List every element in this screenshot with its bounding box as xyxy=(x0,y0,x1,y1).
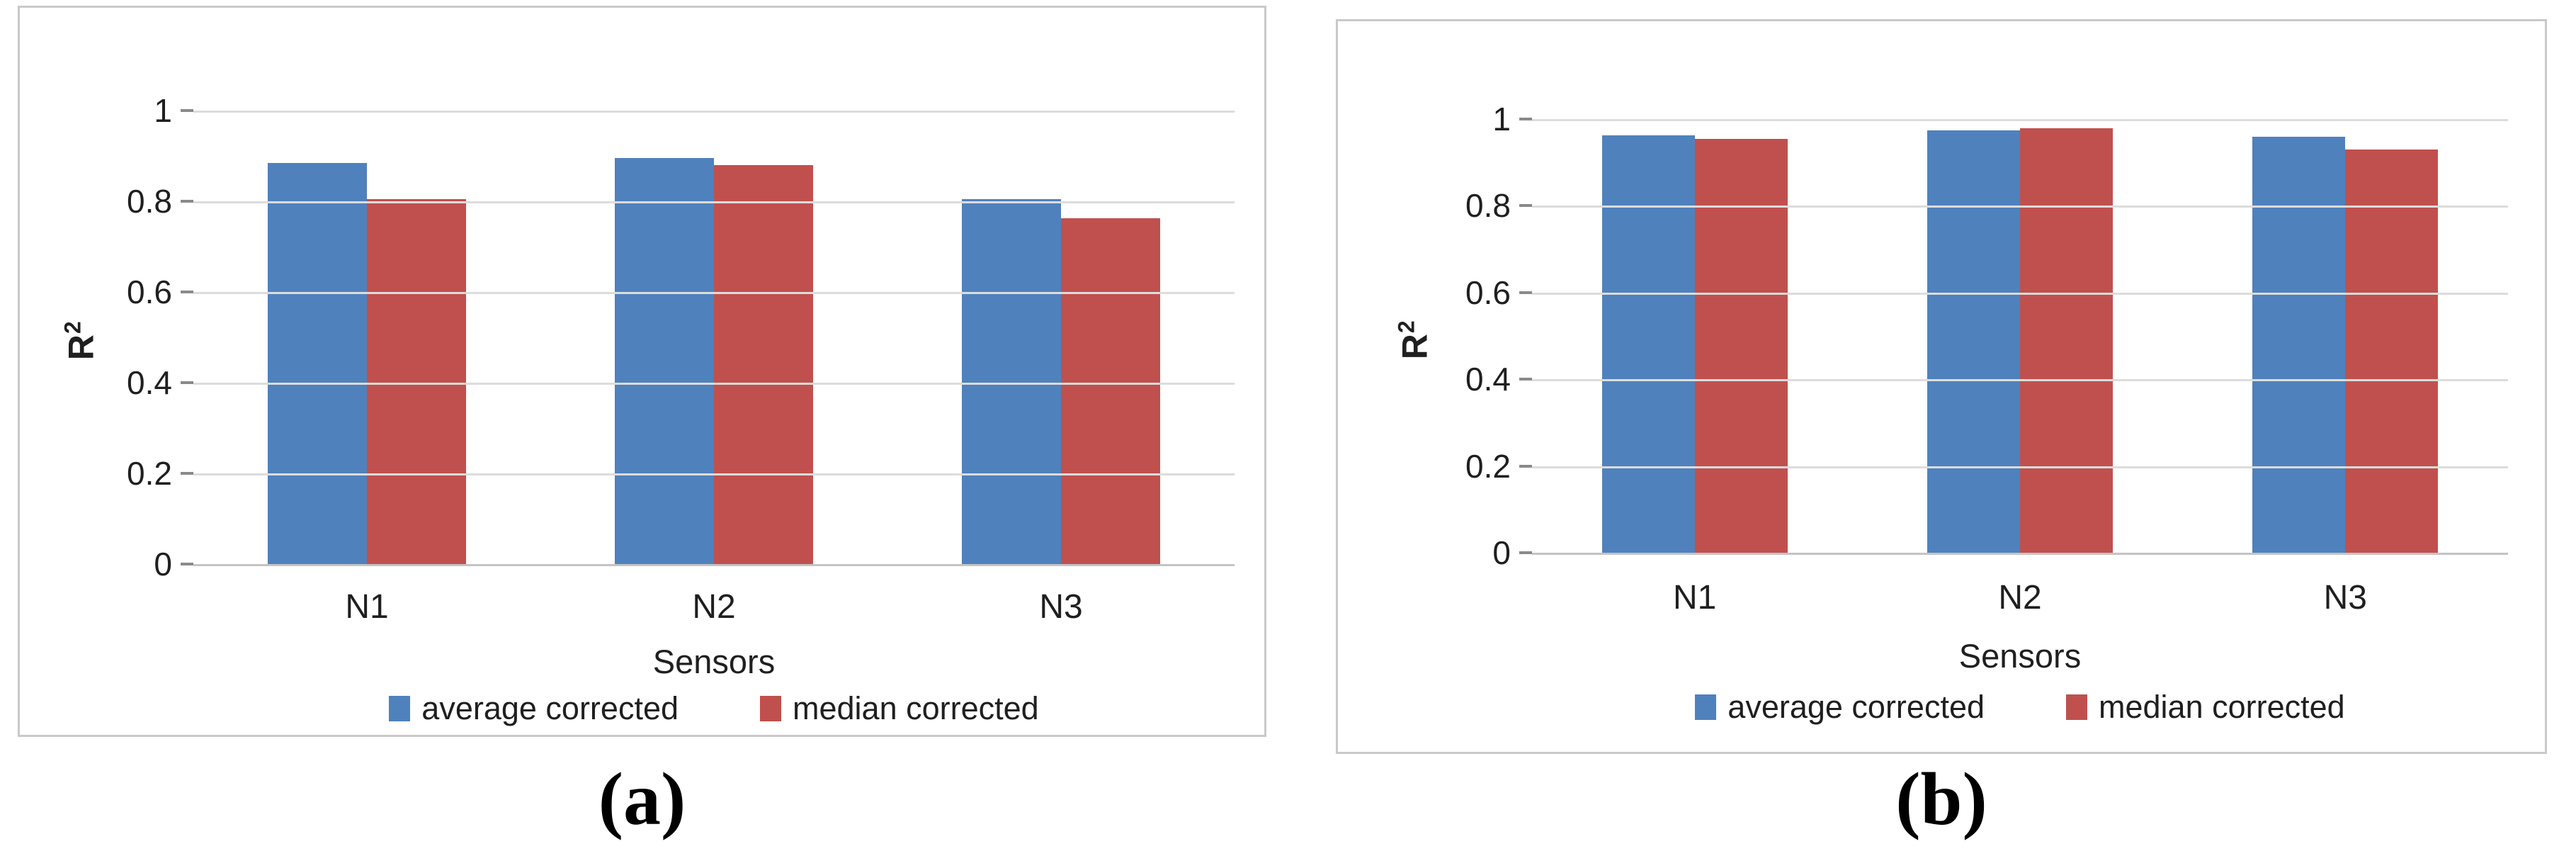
y-tick-label: 0 xyxy=(1492,534,1511,571)
y-axis-title-sup: 2 xyxy=(1393,320,1419,334)
y-axis-title: R2 xyxy=(60,320,102,360)
y-tick-label: 0.8 xyxy=(1465,187,1511,225)
y-tick-mark xyxy=(181,109,193,112)
y-tick-label: 0.4 xyxy=(127,364,172,401)
gridline-y-1 xyxy=(193,111,1235,113)
legend-item-median-corrected: median corrected xyxy=(760,690,1039,727)
gridline-y-0.6 xyxy=(193,292,1235,294)
bar-average-corrected-n3 xyxy=(2252,137,2346,553)
y-tick-label: 0.2 xyxy=(127,455,172,492)
y-tick-label: 1 xyxy=(1492,101,1511,137)
y-axis-title-sup: 2 xyxy=(59,320,86,334)
gridline-y-0.6 xyxy=(1532,292,2508,295)
y-tick-mark xyxy=(1519,291,1532,294)
bars-layer xyxy=(193,111,1235,564)
y-axis-title-text: R xyxy=(61,334,101,361)
y-tick-mark xyxy=(1519,118,1532,120)
x-axis-title: Sensors xyxy=(652,643,776,680)
x-axis-labels: N1 N2 N3 xyxy=(193,587,1235,626)
y-tick-label: 0.2 xyxy=(1465,447,1511,485)
gridline-y-0.8 xyxy=(193,201,1235,203)
legend-label: average corrected xyxy=(421,690,679,726)
gridline-y-0.2 xyxy=(1532,466,2508,468)
bar-group-n2 xyxy=(1857,119,2182,553)
y-tick-mark xyxy=(1519,204,1532,208)
x-axis-title: Sensors xyxy=(1958,637,2082,675)
gridline-y-0 xyxy=(1532,553,2508,555)
figure-panel-a: R2 1 0.8 0.6 0.4 0.2 0 N1 N2 N3 Sensors avera… xyxy=(18,6,1266,737)
y-tick-label: 0.4 xyxy=(1465,361,1511,398)
x-tick-label: N3 xyxy=(2323,579,2367,616)
y-tick-mark xyxy=(1519,464,1532,468)
caption-b: (b) xyxy=(1895,758,1987,840)
legend-swatch-blue xyxy=(389,696,411,721)
y-axis-title: R2 xyxy=(1394,320,1436,359)
bar-average-corrected-n1 xyxy=(268,162,367,564)
bar-average-corrected-n2 xyxy=(1927,130,2020,553)
legend-item-average-corrected: average corrected xyxy=(1695,689,1985,726)
x-axis-labels: N1 N2 N3 xyxy=(1532,578,2508,617)
legend-swatch-red xyxy=(2066,694,2087,720)
gridline-y-0 xyxy=(193,564,1235,566)
legend-swatch-blue xyxy=(1695,694,1717,720)
y-tick-label: 1 xyxy=(154,92,172,129)
bar-group-n3 xyxy=(887,111,1235,564)
legend-label: median corrected xyxy=(793,690,1039,726)
bar-average-corrected-n2 xyxy=(615,158,714,564)
y-tick-mark xyxy=(1519,551,1532,554)
y-tick-mark xyxy=(181,472,193,475)
x-tick-label: N1 xyxy=(345,588,389,626)
gridline-y-0.2 xyxy=(193,473,1235,475)
y-tick-mark xyxy=(181,563,193,565)
y-tick-label: 0.6 xyxy=(1465,274,1511,311)
y-tick-mark xyxy=(181,291,193,293)
legend: average corrected median corrected xyxy=(193,690,1235,727)
bar-median-corrected-n3 xyxy=(2345,149,2439,553)
bar-group-n1 xyxy=(193,111,540,564)
y-tick-label: 0.8 xyxy=(127,183,172,220)
bar-group-n1 xyxy=(1532,119,1857,553)
bar-median-corrected-n2 xyxy=(714,164,813,564)
gridline-y-0.4 xyxy=(193,383,1235,385)
bars-layer xyxy=(1532,119,2508,553)
gridline-y-0.4 xyxy=(1532,379,2508,382)
bar-median-corrected-n1 xyxy=(367,198,466,564)
legend-item-average-corrected: average corrected xyxy=(389,690,679,727)
y-axis-title-text: R xyxy=(1395,333,1435,360)
bar-average-corrected-n3 xyxy=(962,198,1061,564)
gridline-y-0.8 xyxy=(1532,205,2508,208)
figure-panel-b: R2 1 0.8 0.6 0.4 0.2 0 N1 N2 N3 Sensors avera… xyxy=(1336,19,2547,754)
x-tick-label: N3 xyxy=(1039,588,1083,626)
y-tick-mark xyxy=(181,381,193,384)
plot-area: 1 0.8 0.6 0.4 0.2 0 xyxy=(127,94,1235,580)
x-tick-label: N2 xyxy=(692,588,736,626)
x-tick-label: N1 xyxy=(1672,579,1717,616)
bar-median-corrected-n1 xyxy=(1694,139,1788,553)
y-tick-label: 0 xyxy=(154,546,172,582)
bar-median-corrected-n3 xyxy=(1061,218,1160,564)
bar-group-n2 xyxy=(540,111,887,564)
legend-label: median corrected xyxy=(2099,689,2345,725)
legend-label: average corrected xyxy=(1727,689,1985,725)
y-tick-label: 0.6 xyxy=(127,274,172,310)
legend-swatch-red xyxy=(760,696,781,721)
y-tick-mark xyxy=(181,200,193,203)
legend-item-median-corrected: median corrected xyxy=(2066,689,2345,726)
gridline-y-1 xyxy=(1532,119,2508,121)
plot-area: 1 0.8 0.6 0.4 0.2 0 xyxy=(1465,103,2508,569)
bar-median-corrected-n2 xyxy=(2019,128,2113,553)
bar-group-n3 xyxy=(2183,119,2508,553)
bar-average-corrected-n1 xyxy=(1601,135,1695,553)
y-tick-mark xyxy=(1519,378,1532,381)
legend: average corrected median corrected xyxy=(1532,689,2508,726)
x-tick-label: N2 xyxy=(1998,579,2042,616)
caption-a: (a) xyxy=(598,758,686,840)
